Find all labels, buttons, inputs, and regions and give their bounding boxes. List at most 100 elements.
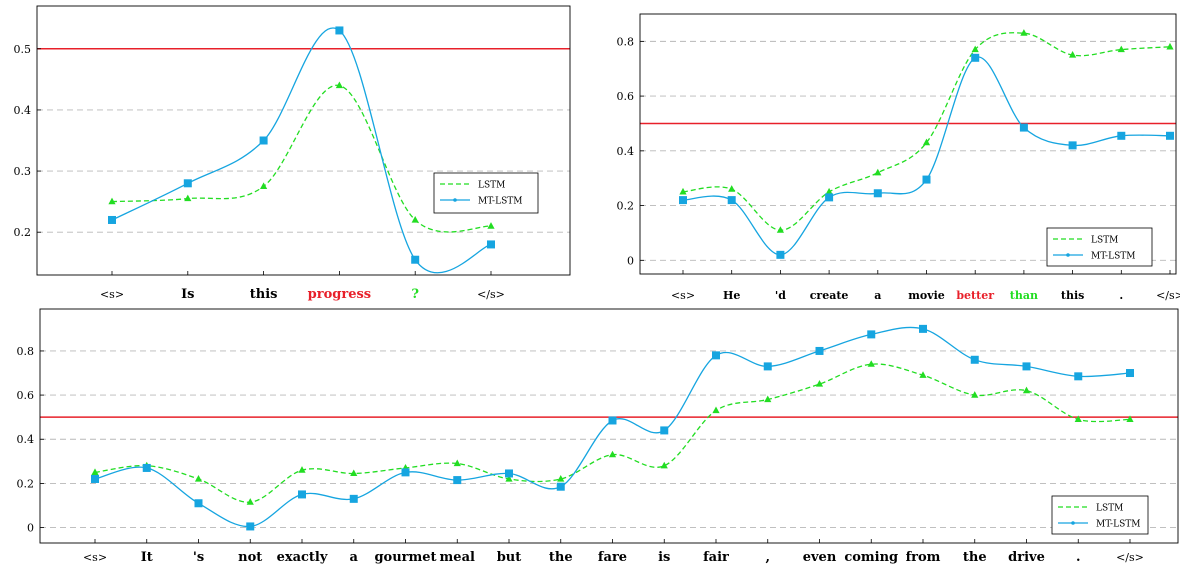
y-tick-label: 0 (27, 522, 34, 535)
legend: LSTM MT-LSTM (1046, 227, 1153, 267)
x-word-label: . (1076, 550, 1081, 565)
legend-box (433, 172, 539, 214)
y-tick-label: 0.4 (617, 145, 635, 158)
data-point-mt-lstm (194, 499, 203, 508)
data-point-mt-lstm (1126, 369, 1134, 378)
data-point-lstm (557, 474, 565, 482)
series-line-mt-lstm (682, 56, 1171, 256)
y-tick-label: 0.2 (17, 477, 35, 490)
y-tick-label: 0.6 (17, 389, 35, 402)
data-point-mt-lstm (660, 426, 669, 435)
y-tick-label: 0.4 (14, 104, 32, 117)
x-word-label: create (810, 289, 849, 302)
x-word-label: the (963, 550, 987, 565)
y-tick-label: 0.3 (14, 165, 32, 178)
legend-marker (453, 198, 457, 202)
data-point-lstm (971, 45, 979, 53)
x-word-label: </s> (477, 288, 505, 301)
data-point-lstm (728, 185, 736, 192)
x-word-label: movie (908, 289, 945, 302)
data-point-mt-lstm (298, 490, 306, 499)
x-word-label: a (874, 289, 881, 302)
x-word-label: this (1061, 289, 1084, 302)
x-word-label: </s> (1116, 551, 1144, 564)
legend-box (1051, 495, 1149, 535)
data-point-lstm (194, 474, 203, 482)
data-point-mt-lstm (867, 330, 876, 339)
x-word-label: fair (703, 550, 729, 565)
legend-label: MT-LSTM (1091, 252, 1135, 262)
x-word-label: is (658, 550, 670, 565)
data-point-mt-lstm (505, 469, 513, 478)
data-point-mt-lstm (246, 522, 255, 531)
data-point-lstm (91, 468, 99, 475)
data-point-lstm (608, 450, 617, 458)
data-point-lstm (874, 168, 882, 176)
y-tick-label: 0.5 (14, 43, 32, 56)
data-point-lstm (505, 474, 513, 482)
data-point-mt-lstm (108, 215, 116, 224)
x-word-label: 's (193, 550, 204, 565)
data-point-lstm (1022, 386, 1031, 394)
x-word-label: ? (411, 287, 419, 302)
data-point-mt-lstm (487, 240, 495, 249)
data-point-mt-lstm (259, 136, 268, 145)
plot-frame (39, 308, 1179, 544)
data-point-lstm (453, 459, 461, 467)
x-word-label: <s> (671, 289, 695, 302)
legend: LSTM MT-LSTM (1051, 495, 1149, 535)
x-word-label: but (497, 550, 522, 565)
data-point-mt-lstm (411, 255, 420, 264)
data-point-mt-lstm (919, 324, 927, 333)
data-point-mt-lstm (815, 346, 824, 355)
data-point-lstm (184, 194, 192, 202)
chart-top-left: 0.2 0.3 0.4 0.5 <s> Is this progress? </s> LSTM MT… (14, 5, 571, 302)
x-word-label: from (906, 550, 941, 565)
x-word-label: , (765, 550, 770, 565)
data-point-lstm (1020, 29, 1028, 36)
data-point-lstm (764, 395, 772, 403)
legend-box (1046, 227, 1153, 267)
data-point-mt-lstm (1074, 372, 1083, 381)
legend-marker (1066, 253, 1070, 257)
data-point-mt-lstm (1022, 362, 1031, 371)
x-word-label: Is (181, 287, 194, 302)
y-tick-label: 0.2 (14, 226, 32, 239)
data-point-lstm (867, 360, 875, 367)
data-point-mt-lstm (335, 26, 344, 35)
y-tick-label: 0.6 (617, 90, 635, 103)
data-point-mt-lstm (970, 355, 979, 364)
x-word-label: this (250, 287, 278, 302)
x-word-label: fare (598, 550, 627, 565)
legend-label: LSTM (1096, 504, 1123, 514)
data-point-lstm (660, 461, 668, 469)
data-point-mt-lstm (1019, 123, 1028, 132)
data-point-lstm (1166, 42, 1174, 50)
data-point-mt-lstm (142, 463, 151, 472)
legend-label: MT-LSTM (478, 197, 522, 207)
legend-label: LSTM (1091, 236, 1118, 246)
data-point-mt-lstm (776, 250, 785, 259)
data-point-lstm (1074, 415, 1082, 422)
data-point-mt-lstm (91, 474, 99, 483)
data-point-lstm (298, 466, 306, 473)
legend-label: LSTM (478, 181, 505, 191)
x-word-label: . (1119, 289, 1123, 302)
x-word-label: It (141, 550, 153, 565)
x-word-label: progress (308, 287, 371, 302)
x-word-label: the (549, 550, 573, 565)
data-point-mt-lstm (1166, 131, 1174, 140)
data-point-lstm (922, 138, 931, 146)
plot-frame (639, 13, 1177, 275)
data-point-mt-lstm (712, 351, 720, 360)
data-point-mt-lstm (1068, 141, 1077, 150)
x-word-label: 'd (775, 289, 786, 302)
legend-label: MT-LSTM (1096, 520, 1140, 530)
plot-frame (36, 5, 571, 276)
data-point-lstm (1117, 45, 1125, 53)
data-point-mt-lstm (401, 468, 410, 477)
data-point-mt-lstm (971, 53, 980, 62)
x-word-label: drive (1008, 550, 1045, 565)
x-word-label: <s> (100, 288, 124, 301)
data-point-lstm (919, 371, 927, 378)
